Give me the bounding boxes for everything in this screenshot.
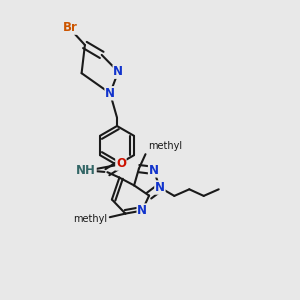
Text: methyl: methyl [73, 214, 107, 224]
Text: NH: NH [76, 164, 96, 177]
Text: N: N [148, 164, 159, 177]
Text: methyl: methyl [148, 141, 182, 151]
Text: N: N [137, 204, 147, 217]
Text: N: N [155, 181, 165, 194]
Text: N: N [105, 87, 115, 100]
Text: N: N [113, 65, 123, 78]
Text: O: O [116, 157, 126, 170]
Text: Br: Br [63, 21, 78, 34]
